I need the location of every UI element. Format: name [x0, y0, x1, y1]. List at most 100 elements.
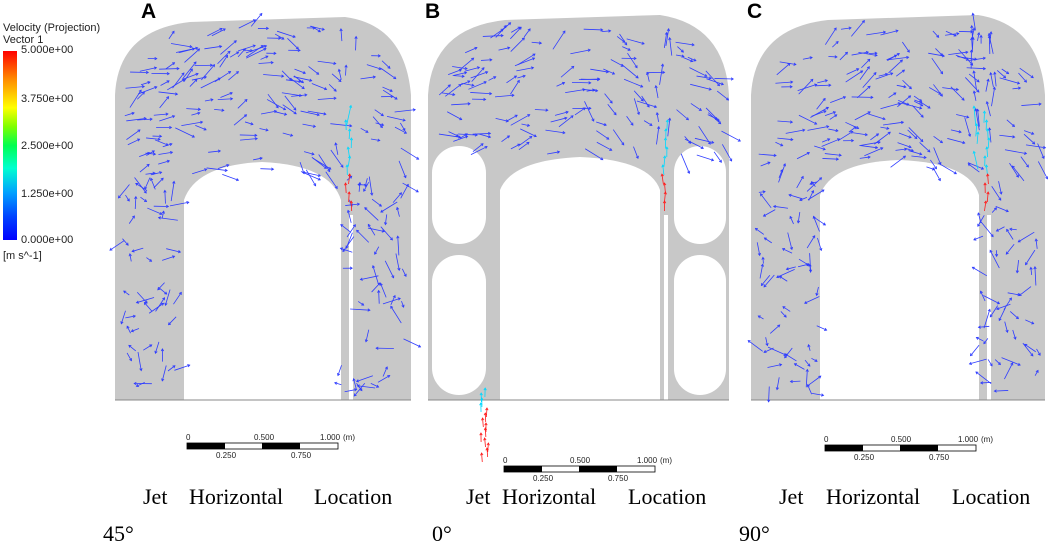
velocity-vector-head: [976, 131, 980, 135]
velocity-vector: [159, 115, 175, 122]
velocity-vector: [596, 121, 607, 126]
velocity-vector-head: [561, 81, 566, 85]
velocity-vector: [356, 229, 370, 243]
velocity-vector-head: [483, 97, 487, 102]
velocity-vector-head: [810, 181, 814, 185]
velocity-vector: [684, 136, 691, 144]
velocity-vector-head: [903, 85, 907, 89]
velocity-vector-head: [379, 125, 383, 129]
velocity-vector-head: [334, 185, 338, 190]
velocity-vector-head: [365, 129, 369, 133]
velocity-vector-head: [884, 72, 889, 77]
velocity-vector: [126, 326, 131, 334]
velocity-vector: [481, 59, 492, 61]
velocity-vector: [816, 98, 826, 110]
velocity-vector-head: [195, 72, 199, 76]
scale-b-label-0: 0: [503, 456, 508, 465]
velocity-vector: [999, 134, 1015, 138]
velocity-vector-head: [337, 373, 341, 377]
velocity-vector-head: [760, 193, 763, 197]
velocity-vector-head: [265, 55, 269, 59]
velocity-vector-head: [347, 191, 351, 195]
velocity-vector-head: [779, 363, 783, 367]
velocity-vector-head: [1005, 251, 1009, 255]
velocity-vector-head: [1023, 151, 1028, 155]
velocity-vector: [583, 28, 603, 31]
velocity-vector-head: [974, 57, 978, 61]
velocity-vector: [805, 369, 808, 388]
velocity-vector: [345, 182, 347, 194]
velocity-vector-head: [141, 85, 145, 89]
velocity-vector-head: [1025, 262, 1028, 266]
velocity-vector-head: [796, 220, 801, 224]
velocity-vector-head: [867, 111, 871, 115]
velocity-vector-head: [656, 125, 661, 130]
velocity-vector: [933, 147, 941, 165]
velocity-vector: [360, 127, 369, 133]
velocity-vector-head: [998, 317, 1002, 322]
velocity-vector: [350, 200, 353, 212]
velocity-vector: [289, 77, 305, 89]
velocity-vector: [966, 67, 986, 70]
velocity-vector-head: [128, 253, 132, 257]
velocity-vector: [895, 148, 907, 151]
velocity-vector-head: [151, 150, 155, 154]
velocity-vector-head: [403, 175, 407, 179]
velocity-vector: [511, 26, 521, 33]
velocity-vector: [345, 203, 360, 206]
velocity-vector-head: [571, 65, 575, 69]
velocity-vector-head: [603, 123, 607, 127]
velocity-vector: [446, 111, 462, 121]
velocity-vector: [888, 59, 903, 74]
velocity-vector: [109, 240, 125, 251]
velocity-vector: [603, 68, 615, 75]
velocity-vector-head: [970, 62, 974, 66]
velocity-vector-head: [904, 147, 908, 151]
velocity-vector-head: [344, 64, 348, 68]
velocity-vector: [370, 138, 380, 141]
velocity-vector-head: [125, 242, 129, 246]
velocity-vector-head: [300, 80, 304, 84]
velocity-vector-head: [660, 173, 664, 177]
velocity-vector-head: [955, 87, 960, 92]
velocity-vector-head: [143, 116, 147, 121]
velocity-vector: [136, 382, 145, 387]
velocity-vector: [182, 61, 197, 80]
velocity-vector-head: [480, 452, 484, 456]
velocity-vector-head: [850, 131, 854, 134]
velocity-vector-head: [361, 302, 365, 306]
velocity-vector-head: [153, 66, 158, 70]
velocity-vector: [144, 302, 153, 312]
velocity-vector: [400, 184, 409, 199]
velocity-vector-head: [663, 155, 667, 159]
velocity-vector-head: [389, 237, 393, 241]
velocity-vector-head: [927, 149, 931, 153]
velocity-vector: [1005, 244, 1015, 255]
velocity-vector: [809, 253, 812, 272]
velocity-vector: [510, 26, 522, 40]
velocity-vector-head: [708, 76, 712, 80]
velocity-vector: [346, 224, 356, 238]
velocity-vector-head: [506, 135, 511, 139]
velocity-vector: [498, 47, 510, 51]
velocity-vector-head: [333, 88, 337, 92]
velocity-vector: [995, 206, 1009, 212]
velocity-vector: [888, 92, 897, 98]
velocity-vector: [346, 105, 352, 126]
velocity-vector-head: [172, 365, 176, 369]
velocity-vector: [799, 197, 808, 201]
scale-c-label-0: 0: [824, 435, 829, 444]
velocity-vector: [357, 301, 364, 306]
velocity-vector: [986, 101, 991, 117]
velocity-vector: [146, 257, 152, 262]
velocity-vector: [621, 63, 639, 79]
velocity-vector-head: [805, 368, 809, 372]
velocity-vector-head: [725, 97, 730, 101]
velocity-vector: [382, 297, 401, 305]
velocity-vector-head: [380, 209, 384, 213]
velocity-vector: [347, 156, 351, 167]
velocity-vector: [275, 111, 287, 115]
velocity-vector: [521, 123, 530, 127]
velocity-vector-head: [545, 108, 549, 112]
velocity-vector: [125, 315, 136, 319]
